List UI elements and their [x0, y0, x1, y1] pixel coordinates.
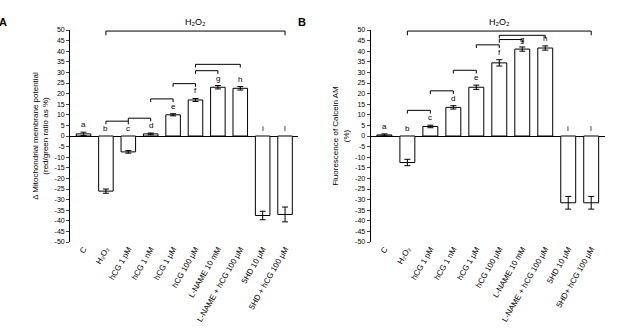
svg-text:-5: -5 [359, 143, 365, 150]
svg-text:i: i [567, 124, 569, 133]
svg-text:35: 35 [57, 58, 65, 65]
svg-text:50: 50 [357, 26, 365, 33]
svg-text:-30: -30 [355, 196, 365, 203]
svg-text:f: f [498, 48, 501, 57]
svg-text:hCG 1 nM: hCG 1 nM [432, 245, 458, 281]
svg-text:hCG 100 µM: hCG 100 µM [170, 245, 201, 289]
svg-text:hCG 1 µM: hCG 1 µM [152, 245, 178, 282]
svg-text:e: e [171, 102, 176, 111]
svg-text:H₂O₂: H₂O₂ [489, 17, 510, 27]
svg-text:C: C [379, 245, 390, 255]
svg-text:A: A [0, 16, 7, 28]
svg-text:L-NAME + hCG 100 µM: L-NAME + hCG 100 µM [195, 245, 245, 323]
svg-text:0: 0 [61, 132, 65, 139]
svg-text:h: h [543, 34, 547, 43]
svg-text:d: d [149, 121, 153, 130]
svg-text:hCG 1 µM: hCG 1 µM [455, 245, 481, 282]
svg-text:g: g [520, 35, 524, 44]
svg-text:-20: -20 [355, 175, 365, 182]
svg-text:5: 5 [61, 122, 65, 129]
svg-text:-10: -10 [55, 154, 65, 161]
svg-text:H₂O₂: H₂O₂ [185, 17, 206, 27]
svg-text:25: 25 [357, 79, 365, 86]
svg-text:L-NAME 10 mM: L-NAME 10 mM [187, 245, 223, 299]
svg-text:H₂O₂: H₂O₂ [94, 246, 111, 266]
svg-text:c: c [428, 113, 432, 122]
svg-text:g: g [216, 74, 220, 83]
svg-text:-25: -25 [355, 185, 365, 192]
svg-text:Δ Mitochondrial membrane poten: Δ Mitochondrial membrane potential(red/g… [31, 72, 50, 200]
svg-text:-40: -40 [55, 217, 65, 224]
svg-text:-35: -35 [355, 207, 365, 214]
svg-text:0: 0 [361, 132, 365, 139]
svg-text:l: l [590, 124, 592, 133]
svg-text:-5: -5 [58, 143, 64, 150]
svg-text:25: 25 [57, 79, 65, 86]
svg-text:B: B [298, 16, 306, 28]
svg-text:-30: -30 [55, 196, 65, 203]
svg-text:40: 40 [57, 48, 65, 55]
svg-text:hCG 1 pM: hCG 1 pM [410, 245, 436, 281]
svg-text:-50: -50 [355, 238, 365, 245]
svg-text:-25: -25 [55, 185, 65, 192]
svg-text:-35: -35 [55, 207, 65, 214]
svg-text:c: c [126, 124, 130, 133]
svg-text:-20: -20 [55, 175, 65, 182]
svg-text:15: 15 [357, 101, 365, 108]
svg-text:l: l [284, 124, 286, 133]
svg-text:30: 30 [357, 69, 365, 76]
svg-text:C: C [78, 245, 89, 255]
svg-text:L-NAME + hCG 100 µM: L-NAME + hCG 100 µM [500, 245, 550, 323]
svg-text:f: f [194, 86, 197, 95]
svg-text:45: 45 [57, 37, 65, 44]
svg-text:10: 10 [57, 111, 65, 118]
svg-text:b: b [405, 124, 410, 133]
svg-text:5HD 10 µM: 5HD 10 µM [545, 245, 573, 285]
svg-text:H₂O₂: H₂O₂ [396, 246, 413, 266]
svg-text:30: 30 [57, 69, 65, 76]
svg-text:d: d [451, 94, 455, 103]
svg-text:hCG 1 nM: hCG 1 nM [130, 245, 156, 281]
svg-text:-45: -45 [55, 228, 65, 235]
svg-text:hCG 100 µM: hCG 100 µM [474, 245, 505, 289]
svg-text:35: 35 [357, 58, 365, 65]
svg-text:b: b [103, 124, 108, 133]
svg-text:5HD + hCG 100 µM: 5HD + hCG 100 µM [247, 245, 290, 311]
svg-text:hCG 1 pM: hCG 1 pM [107, 245, 133, 281]
svg-text:20: 20 [357, 90, 365, 97]
svg-text:50: 50 [57, 26, 65, 33]
svg-text:-15: -15 [55, 164, 65, 171]
svg-text:Fluorescence of Calcein AM(%): Fluorescence of Calcein AM(%) [331, 86, 350, 186]
svg-text:-40: -40 [355, 217, 365, 224]
svg-text:-45: -45 [355, 228, 365, 235]
svg-text:40: 40 [357, 48, 365, 55]
svg-text:10: 10 [357, 111, 365, 118]
svg-text:-50: -50 [55, 238, 65, 245]
svg-text:L-NAME 10 mM: L-NAME 10 mM [491, 245, 527, 299]
svg-text:e: e [474, 73, 479, 82]
svg-text:a: a [81, 120, 86, 129]
svg-text:5HD+ hCG 100 µM: 5HD+ hCG 100 µM [554, 245, 596, 309]
svg-text:5: 5 [361, 122, 365, 129]
svg-text:-15: -15 [355, 164, 365, 171]
svg-text:45: 45 [357, 37, 365, 44]
svg-text:5HD 10 µM: 5HD 10 µM [240, 245, 268, 285]
svg-text:15: 15 [57, 101, 65, 108]
svg-text:-10: -10 [355, 154, 365, 161]
svg-text:a: a [382, 122, 387, 131]
svg-text:20: 20 [57, 90, 65, 97]
svg-text:i: i [262, 124, 264, 133]
svg-text:h: h [238, 75, 242, 84]
